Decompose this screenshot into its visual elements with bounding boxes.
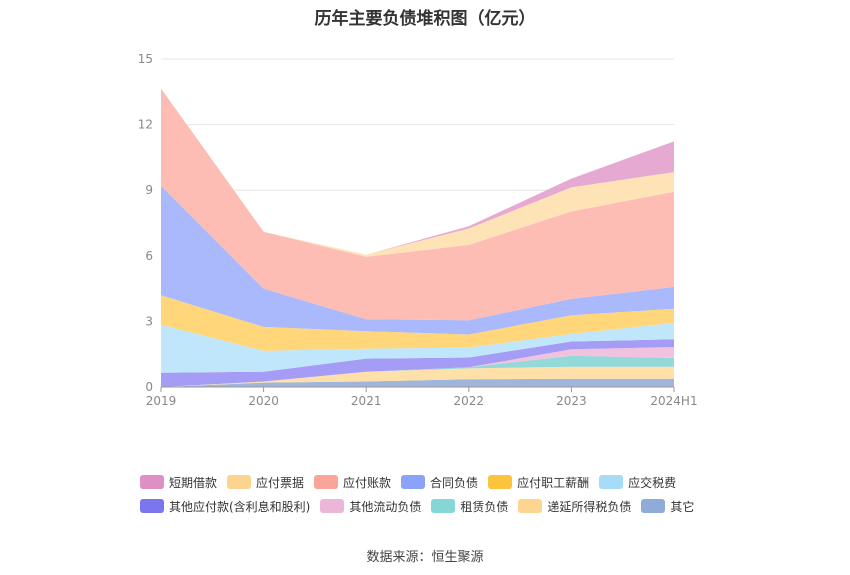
legend-item[interactable]: 其它	[641, 498, 694, 515]
legend-label: 应付职工薪酬	[517, 475, 590, 490]
legend-swatch	[599, 475, 624, 489]
legend-swatch	[320, 499, 345, 513]
y-axis: 0 3 6 9 12 15	[138, 52, 153, 394]
area-series-3[interactable]	[161, 347, 674, 387]
area-series-0[interactable]	[161, 378, 674, 387]
legend-label: 其他应付款(含利息和股利)	[169, 499, 311, 514]
y-tick-label: 0	[145, 380, 153, 394]
legend-item[interactable]: 短期借款	[140, 474, 217, 491]
legend-label: 合同负债	[430, 475, 479, 490]
legend-swatch	[488, 475, 513, 489]
x-tick-label: 2023	[556, 394, 587, 408]
x-tick-label: 2021	[351, 394, 382, 408]
y-tick-label: 12	[138, 118, 153, 132]
legend-swatch	[641, 499, 666, 513]
legend-label: 其它	[670, 499, 695, 514]
x-tick-label: 2019	[146, 394, 177, 408]
legend-label: 租赁负债	[460, 499, 509, 514]
legend-item[interactable]: 应付职工薪酬	[488, 474, 589, 491]
legend-label: 应付票据	[256, 475, 305, 490]
y-tick-label: 15	[138, 52, 153, 66]
legend-swatch	[227, 475, 252, 489]
y-tick-label: 9	[145, 183, 153, 197]
x-axis: 2019 2020 2021 2022 2023 2024H1	[146, 386, 698, 408]
legend-row: 短期借款 应付票据 应付账款 合同负债 应付职工薪酬 应交税费	[140, 470, 740, 494]
area-series	[161, 88, 674, 387]
legend: 短期借款 应付票据 应付账款 合同负债 应付职工薪酬 应交税费 其他应付款(含利息和股利)…	[140, 470, 740, 518]
area-series-4[interactable]	[161, 339, 674, 387]
legend-label: 其他流动负债	[349, 499, 422, 514]
y-tick-label: 6	[145, 249, 153, 263]
legend-item[interactable]: 应付票据	[227, 474, 304, 491]
x-tick-label: 2020	[248, 394, 279, 408]
area-series-9[interactable]	[161, 88, 674, 257]
legend-label: 递延所得税负债	[547, 499, 632, 514]
x-tick-label: 2022	[454, 394, 485, 408]
legend-row: 其他应付款(含利息和股利) 其他流动负债 租赁负债 递延所得税负债 其它	[140, 494, 740, 518]
legend-label: 短期借款	[169, 475, 218, 490]
legend-item[interactable]: 应交税费	[599, 474, 676, 491]
legend-swatch	[401, 475, 426, 489]
y-tick-label: 3	[145, 314, 153, 328]
legend-item[interactable]: 其他流动负债	[320, 498, 421, 515]
area-series-2[interactable]	[161, 355, 674, 387]
legend-item[interactable]: 租赁负债	[431, 498, 508, 515]
legend-item[interactable]: 其他应付款(含利息和股利)	[140, 498, 310, 515]
legend-label: 应付账款	[343, 475, 392, 490]
area-series-7[interactable]	[161, 185, 674, 335]
legend-swatch	[518, 499, 543, 513]
legend-item[interactable]: 合同负债	[401, 474, 478, 491]
chart-title: 历年主要负债堆积图（亿元）	[314, 9, 536, 29]
data-source: 数据来源：恒生聚源	[366, 550, 484, 565]
legend-swatch	[140, 499, 164, 513]
area-series-1[interactable]	[161, 366, 674, 387]
x-tick-label: 2024H1	[650, 394, 697, 408]
legend-item[interactable]: 递延所得税负债	[518, 498, 631, 515]
legend-swatch	[140, 475, 164, 489]
area-series-8[interactable]	[161, 88, 674, 321]
area-series-5[interactable]	[161, 322, 674, 373]
legend-swatch	[431, 499, 456, 513]
legend-item[interactable]: 应付账款	[314, 474, 391, 491]
legend-swatch	[314, 475, 339, 489]
area-series-6[interactable]	[161, 295, 674, 351]
legend-label: 应交税费	[628, 475, 677, 490]
